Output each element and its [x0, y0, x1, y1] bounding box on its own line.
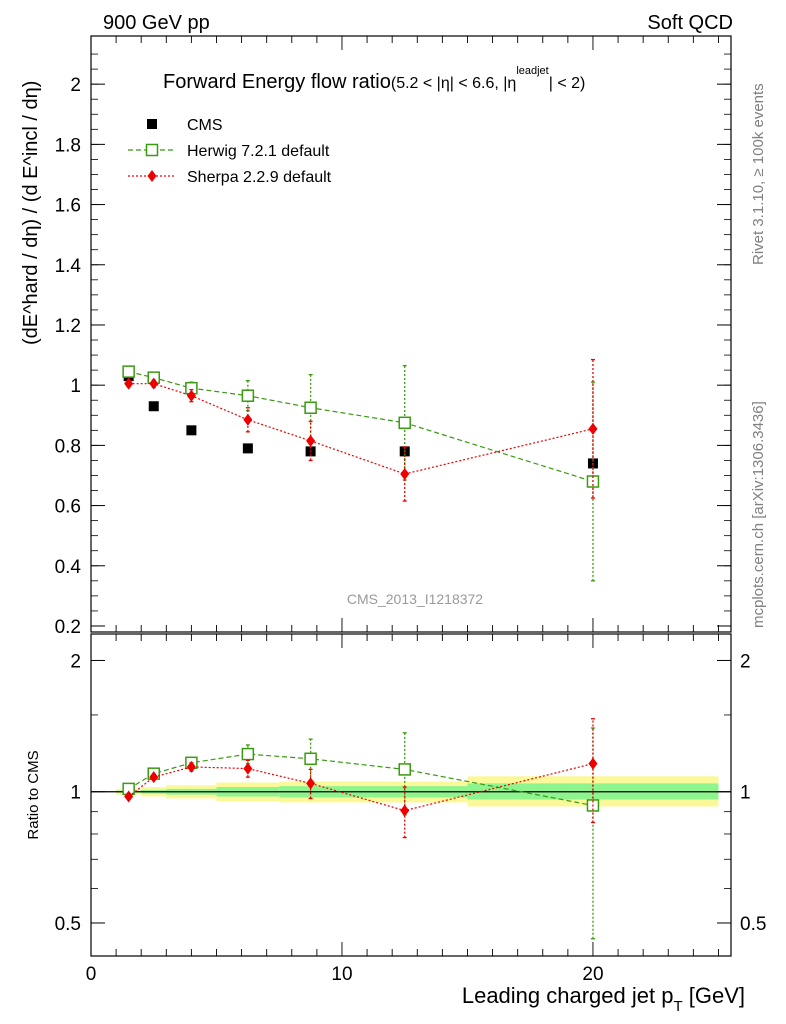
main-y-tick-label: 0.4	[55, 557, 82, 578]
ratio-frame	[90, 633, 732, 957]
ratio-series-1-point	[124, 790, 134, 803]
ratio-series-0-point	[304, 752, 317, 766]
main-frame	[90, 35, 732, 633]
main-y-tick-label: 0.8	[55, 436, 81, 457]
ratio-y-tick-label: 0.5	[55, 914, 81, 935]
legend-marker-0	[147, 119, 157, 129]
title-cut-end: | < 2)	[549, 75, 586, 92]
main-plot-area	[122, 358, 600, 582]
mcplots-note: mcplots.cern.ch [arXiv:1306.3436]	[750, 401, 767, 628]
main-y-tick-label: 1.6	[55, 196, 81, 217]
x-axis-label: Leading charged jet pT [GeV]	[462, 983, 745, 1015]
ratio-plot-area	[91, 718, 731, 940]
rivet-note: Rivet 3.1.10, ≥ 100k events	[750, 83, 767, 265]
ratio-y-tick-label: 2	[70, 651, 81, 672]
legend-label-0: CMS	[187, 117, 223, 134]
ratio-y-tick-label-right: 2	[740, 651, 751, 672]
main-series-1-line	[128, 371, 594, 483]
main-y-tick-label: 1.4	[55, 256, 82, 277]
legend-marker-1	[145, 143, 159, 157]
main-y-ticks: 0.2 0.4 0.6 0.8 1 1.2 1.4 1.6 1.8 2	[55, 36, 731, 638]
chart-title: Forward Energy flow ratio(5.2 < |η| < 6.…	[163, 65, 585, 93]
ratio-series-1-point	[149, 771, 159, 784]
main-series-2-point	[588, 422, 598, 435]
ratio-series-0-point	[241, 747, 255, 761]
title-cut: (5.2 < |η| < 6.6, |η	[391, 75, 516, 92]
ratio-series-1-point	[400, 804, 410, 817]
main-y-tick-label: 0.2	[55, 617, 81, 638]
ratio-y-tick-label: 1	[70, 783, 81, 804]
main-series-0-point	[148, 401, 159, 412]
ratio-series-1-point	[588, 757, 598, 770]
ratio-ticks: 0.5 0.51 12 20 10 20	[55, 634, 766, 985]
main-y-label-text: (dE^hard / dη) / (d E^incl / dη)	[20, 81, 42, 345]
x-tick-label: 10	[331, 964, 352, 985]
legend-label-1: Herwig 7.2.1 default	[187, 143, 330, 160]
main-y-label: (dE^hard / dη) / (d E^incl / dη)	[20, 81, 42, 345]
x-tick-label: 20	[582, 964, 603, 985]
main-series-2-point	[306, 434, 316, 447]
main-series-2-point	[124, 377, 134, 390]
ratio-series-1-point	[243, 762, 253, 775]
main-series-0-point	[242, 443, 253, 454]
main-series-2-point	[149, 377, 159, 390]
header-left: 900 GeV pp	[103, 12, 210, 34]
main-y-tick-label: 2	[70, 75, 81, 96]
legend-marker-2	[147, 170, 157, 182]
main-series-1-point	[241, 389, 255, 402]
ratio-panel: 0.5 0.51 12 20 10 20 Ratio to CMS Leading cha…	[25, 633, 766, 1015]
header-right: Soft QCD	[647, 12, 733, 34]
ratio-y-tick-label-right: 1	[740, 783, 751, 804]
main-series-1-point	[398, 416, 411, 430]
legend-label-2: Sherpa 2.2.9 default	[187, 169, 332, 186]
main-y-tick-label: 1.2	[55, 316, 81, 337]
main-series-2-point	[186, 389, 196, 402]
ratio-y-tick-label-right: 0.5	[740, 914, 766, 935]
main-y-tick-label: 1	[70, 376, 81, 397]
main-series-2-line	[128, 383, 594, 475]
main-y-tick-label: 0.6	[55, 497, 81, 518]
main-series-1-point	[304, 401, 317, 414]
ratio-series-0-point	[398, 763, 411, 776]
main-series-0-point	[186, 425, 197, 436]
main-series-2-point	[243, 413, 253, 426]
ratio-series-1-point	[186, 760, 196, 773]
ratio-series-1-point	[306, 777, 316, 790]
main-series-2-point	[400, 467, 410, 480]
ratio-y-label: Ratio to CMS	[25, 750, 42, 839]
legend: CMS Herwig 7.2.1 default Sherpa 2.2.9 defa…	[128, 117, 332, 186]
main-panel: 0.2 0.4 0.6 0.8 1 1.2 1.4 1.6 1.8 2 Forward Energ…	[20, 35, 732, 638]
analysis-watermark: CMS_2013_I1218372	[347, 591, 483, 607]
main-y-tick-label: 1.8	[55, 135, 81, 156]
title-cut-sup: leadjet	[516, 65, 548, 77]
main-series-1-point	[122, 365, 135, 378]
x-tick-label: 0	[86, 964, 97, 985]
